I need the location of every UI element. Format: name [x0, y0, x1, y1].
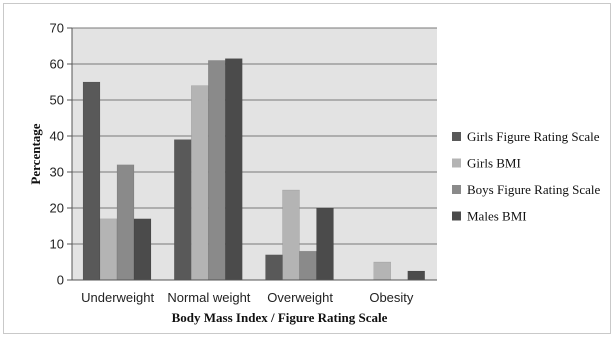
bar	[133, 218, 152, 281]
bar	[299, 250, 317, 281]
bar	[225, 58, 243, 281]
x-tick-label: Normal weight	[167, 290, 250, 305]
y-tick-label: 10	[50, 237, 64, 252]
x-tick-label: Obesity	[369, 290, 414, 305]
bar	[373, 261, 391, 281]
axes: 0 10 20 30 40 50 60 70 Underweight Normal weight O…	[50, 21, 437, 305]
legend-label: Boys Figure Rating Scale	[467, 182, 600, 197]
legend-swatch	[452, 132, 461, 141]
bar	[174, 139, 192, 281]
y-tick-label: 20	[50, 201, 64, 216]
bar	[265, 254, 283, 281]
y-tick-label: 40	[50, 129, 64, 144]
x-tick-label: Underweight	[81, 290, 154, 305]
bar	[82, 81, 101, 281]
y-axis-title: Percentage	[28, 123, 43, 184]
bar	[282, 189, 300, 281]
bar	[99, 218, 118, 281]
y-tick-label: 60	[50, 57, 64, 72]
x-tick-label: Overweight	[267, 290, 333, 305]
bar	[191, 85, 209, 281]
legend-swatch	[452, 158, 461, 168]
x-axis-title: Body Mass Index / Figure Rating Scale	[172, 310, 388, 325]
bar	[316, 207, 334, 281]
bar	[407, 270, 425, 281]
legend-label: Girls BMI	[467, 156, 521, 171]
y-tick-label: 70	[50, 21, 64, 36]
bars	[82, 58, 425, 281]
y-tick-label: 50	[50, 93, 64, 108]
legend-swatch	[452, 185, 461, 194]
legend-label: Males BMI	[467, 209, 527, 224]
legend-swatch	[452, 211, 461, 221]
legend: Girls Figure Rating Scale Girls BMI Boys F…	[452, 129, 600, 224]
bar	[208, 60, 226, 281]
bar	[116, 164, 135, 281]
y-tick-label: 30	[50, 165, 64, 180]
legend-label: Girls Figure Rating Scale	[467, 129, 600, 144]
y-tick-label: 0	[57, 273, 64, 288]
